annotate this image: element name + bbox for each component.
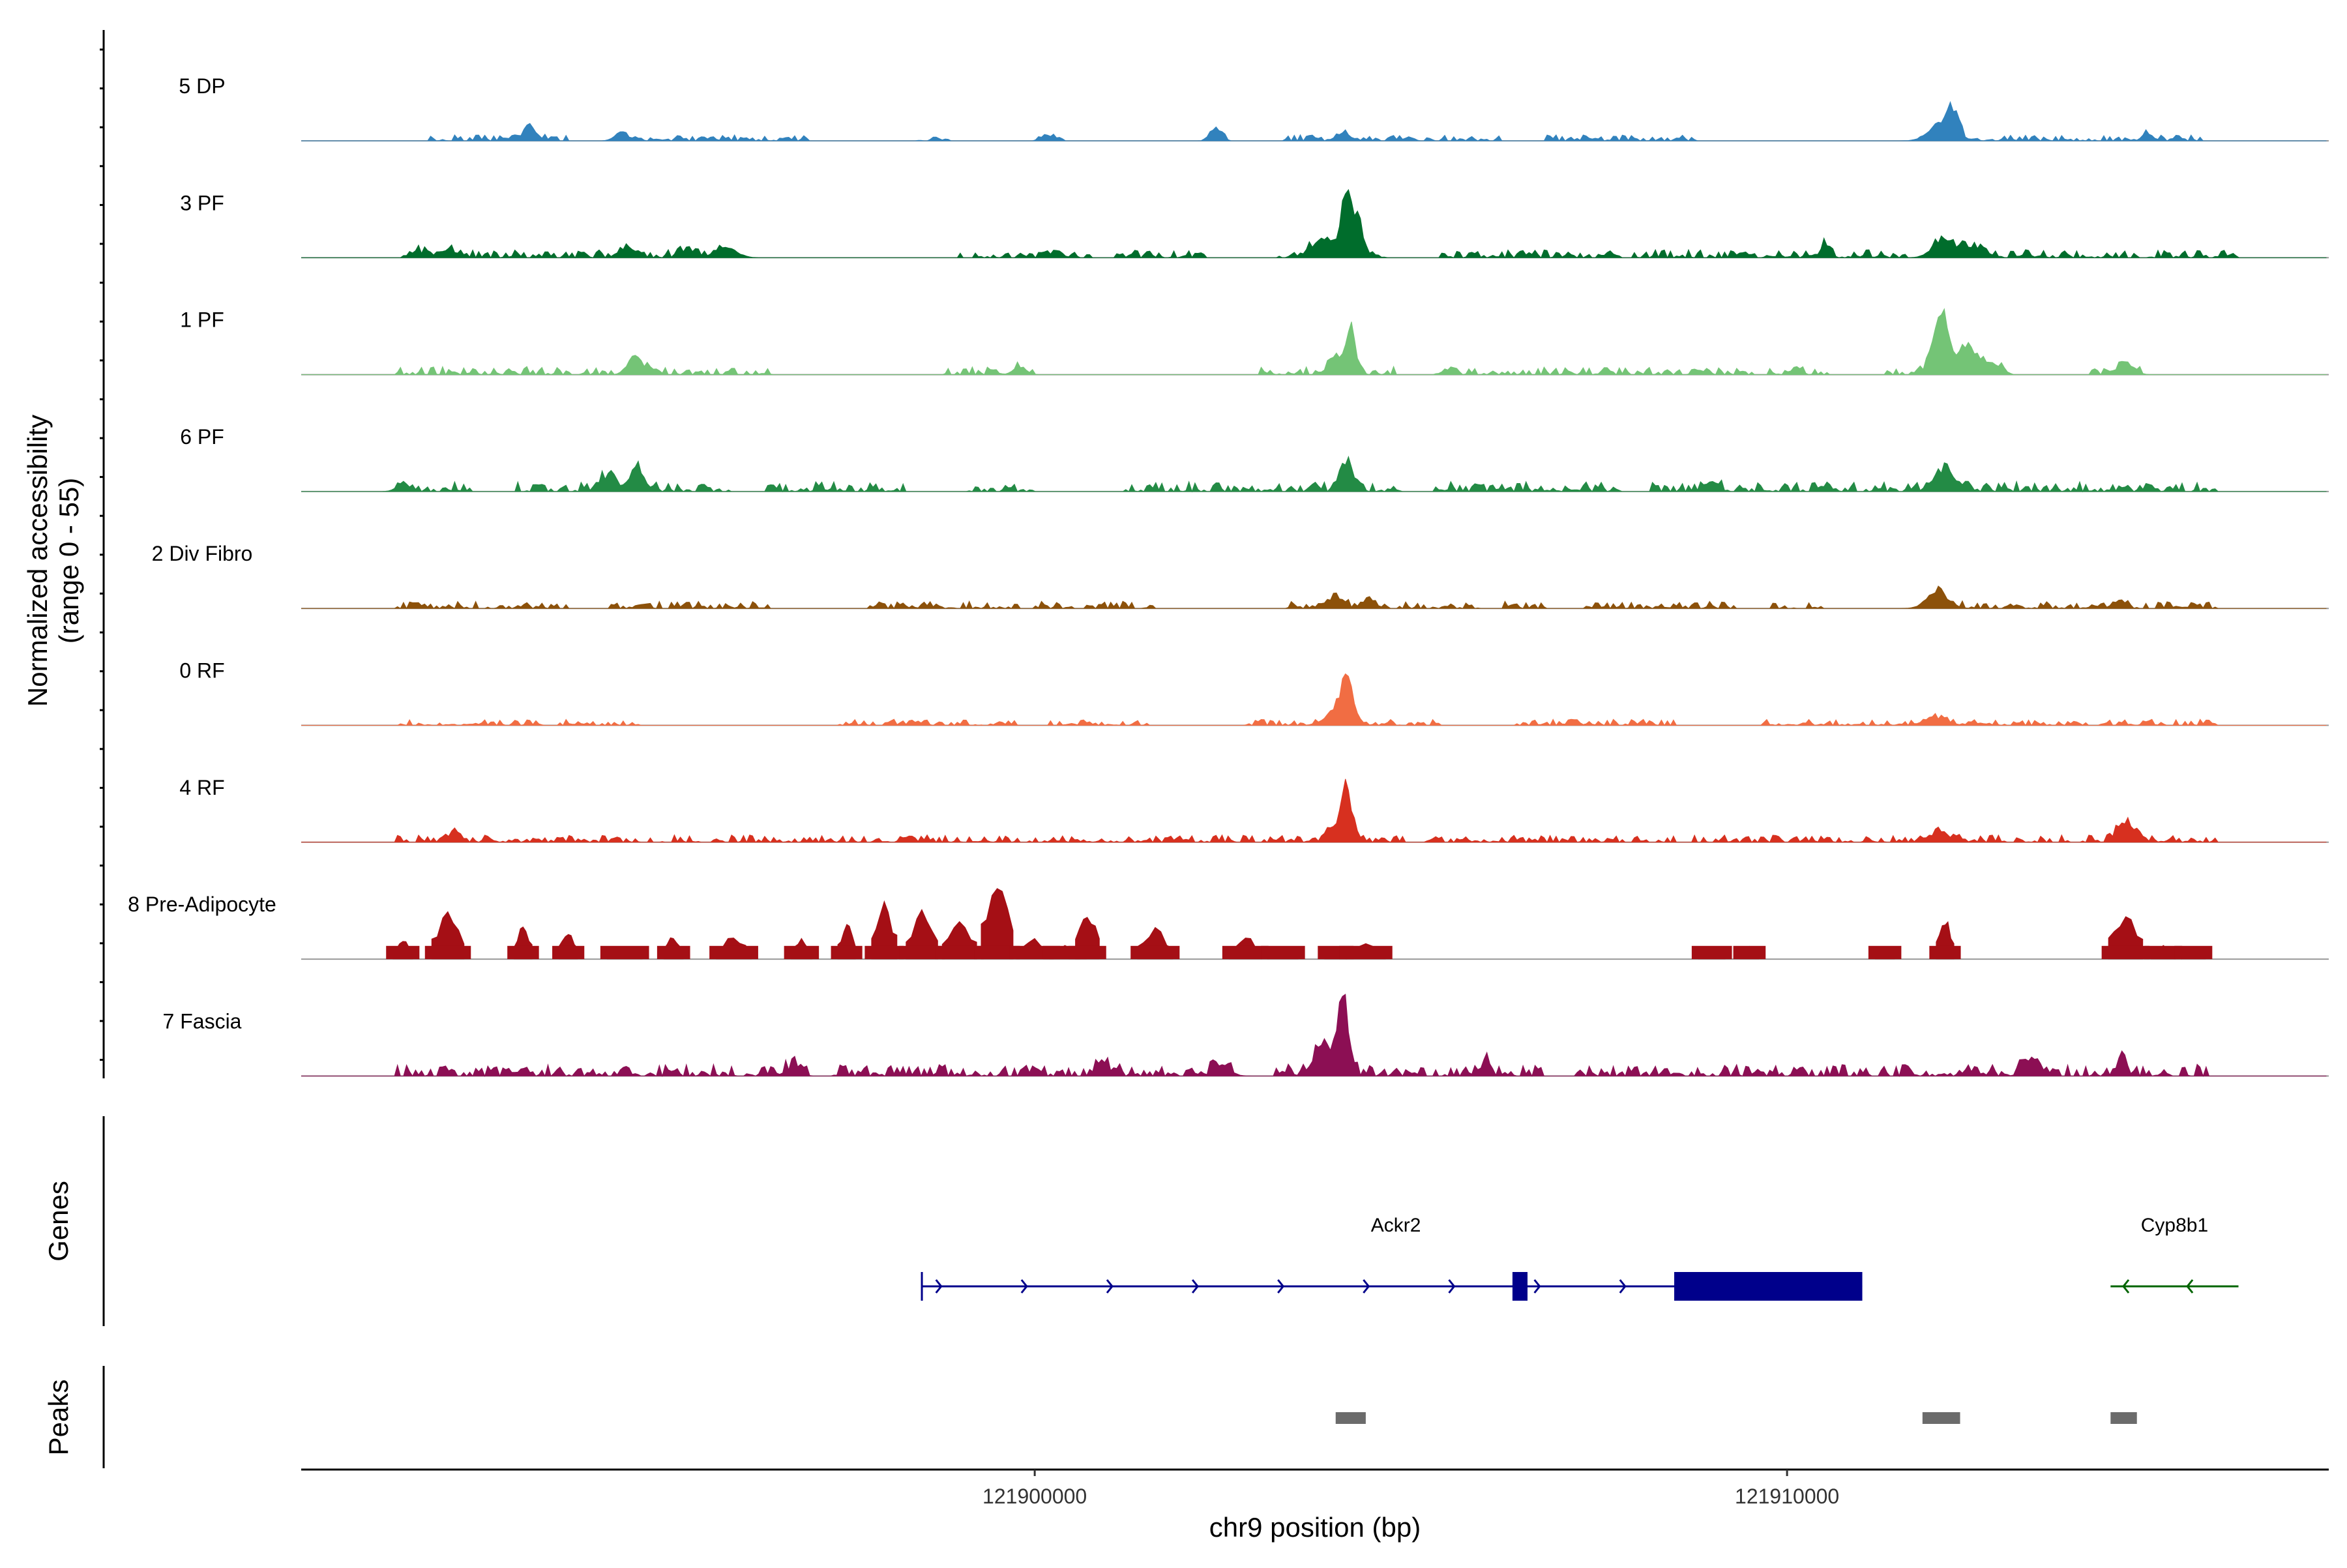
gene-strand-arrow <box>1277 1279 1285 1294</box>
coverage-area <box>301 100 2327 142</box>
gene-strand-arrow <box>1191 1279 1200 1294</box>
y-axis-title-line1: Normalized accessibility <box>22 415 53 707</box>
track-4-rf: 4 RF <box>179 776 2329 844</box>
peak-region <box>1922 1412 1960 1424</box>
coverage-block <box>709 945 758 960</box>
gene-strand-arrow <box>1619 1279 1627 1294</box>
coverage-block <box>1069 945 1106 960</box>
coverage-block <box>784 945 819 960</box>
x-axis: 121900000 121910000 chr9 position (bp) <box>301 1468 2329 1543</box>
coverage-block <box>2101 945 2150 960</box>
coverage-area <box>301 994 2327 1078</box>
coverage-block <box>1339 945 1393 960</box>
track-label: 0 RF <box>179 659 224 683</box>
coverage-tracks: 5 DP 3 PF 1 PF 6 PF 2 Div Fibro 0 RF 4 RF 8 Pre… <box>128 74 2329 1078</box>
coverage-block <box>899 945 945 960</box>
track-label: 7 Fascia <box>163 1009 242 1033</box>
coverage-block <box>600 945 649 960</box>
coverage-area <box>301 455 2327 493</box>
track-label: 3 PF <box>180 191 224 214</box>
gene-models: Ackr2 Cyp8b1 <box>921 1215 2239 1301</box>
y-axis-title-line2: (range 0 - 55) <box>53 478 84 643</box>
track-label: 4 RF <box>179 776 224 799</box>
gene-strand-arrow <box>1533 1279 1541 1294</box>
coverage-block <box>1261 945 1305 960</box>
gene-label: Cyp8b1 <box>2141 1215 2208 1236</box>
peak-region <box>1335 1412 1366 1424</box>
coverage-block <box>424 945 471 960</box>
x-axis-title: chr9 position (bp) <box>1209 1512 1421 1543</box>
coverage-block <box>1733 945 1766 960</box>
coverage-block <box>831 945 863 960</box>
coverage-block <box>864 945 904 960</box>
coverage-peak <box>871 900 898 960</box>
track-6-pf: 6 PF <box>180 425 2329 493</box>
coverage-area <box>301 673 2327 726</box>
gene-exon <box>1512 1272 1528 1301</box>
coverage-block <box>1868 945 1902 960</box>
coverage-block <box>2144 945 2183 960</box>
genes-panel-title: Genes <box>43 1181 74 1262</box>
track-3-pf: 3 PF <box>180 188 2329 259</box>
coverage-block <box>974 945 1020 960</box>
gene-strand-arrow <box>935 1279 943 1294</box>
track-label: 8 Pre-Adipocyte <box>128 893 276 916</box>
coverage-block <box>507 945 539 960</box>
coverage-block <box>1222 945 1269 960</box>
gene-label: Ackr2 <box>1371 1215 1421 1236</box>
coverage-block <box>1929 945 1961 960</box>
gene-strand-arrow <box>2186 1279 2194 1294</box>
track-label: 2 Div Fibro <box>152 542 253 565</box>
coverage-peak <box>981 888 1014 960</box>
peaks-panel: Peaks <box>43 1366 2137 1468</box>
track-8-pre-adipocyte: 8 Pre-Adipocyte <box>128 888 2329 960</box>
track-5-dp: 5 DP <box>179 74 2329 142</box>
coverage-block <box>1130 945 1180 960</box>
peak-region <box>2110 1412 2137 1424</box>
peak-regions <box>1335 1412 2137 1424</box>
coverage-block <box>935 945 984 960</box>
gene-exon <box>1674 1272 1863 1301</box>
gene-strand-arrow <box>1363 1279 1370 1294</box>
coverage-block <box>552 945 585 960</box>
track-1-pf: 1 PF <box>180 308 2329 376</box>
coverage-area <box>301 308 2327 376</box>
x-tick-label: 121910000 <box>1735 1485 1839 1508</box>
gene-ackr2: Ackr2 <box>921 1215 1863 1301</box>
coverage-block <box>2174 945 2213 960</box>
track-0-rf: 0 RF <box>179 659 2329 726</box>
genes-panel: Genes Ackr2 Cyp8b1 <box>43 1116 2239 1326</box>
y-axis-left <box>100 30 105 1078</box>
coverage-block <box>657 945 690 960</box>
track-2-div-fibro: 2 Div Fibro <box>152 542 2329 610</box>
peaks-panel-title: Peaks <box>43 1380 74 1456</box>
coverage-area <box>301 778 2327 844</box>
coverage-area <box>301 585 2327 610</box>
gene-strand-arrow <box>1448 1279 1456 1294</box>
x-tick-label: 121900000 <box>982 1485 1087 1508</box>
track-label: 1 PF <box>180 308 224 332</box>
track-label: 6 PF <box>180 425 224 449</box>
coverage-area <box>301 188 2327 259</box>
coverage-block <box>386 945 420 960</box>
coverage-block <box>1691 945 1732 960</box>
track-7-fascia: 7 Fascia <box>163 994 2329 1078</box>
gene-strand-arrow <box>2122 1279 2130 1294</box>
gene-cyp8b1: Cyp8b1 <box>2110 1215 2239 1294</box>
x-axis-ticks: 121900000 121910000 <box>982 1470 1839 1508</box>
track-label: 5 DP <box>179 74 225 98</box>
gene-strand-arrow <box>1106 1279 1114 1294</box>
gene-strand-arrow <box>1020 1279 1028 1294</box>
